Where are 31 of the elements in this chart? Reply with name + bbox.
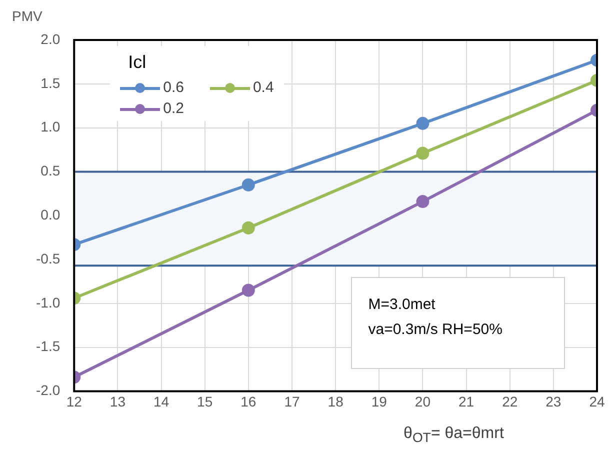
x-tick-label: 24 — [589, 393, 605, 410]
legend-label: 0.2 — [163, 100, 184, 117]
legend-label: 0.4 — [252, 79, 274, 96]
text-box: M=3.0met va=0.3m/s RH=50% — [351, 277, 566, 370]
y-tick-label: -1.0 — [36, 294, 60, 310]
y-tick-label: 0.0 — [40, 206, 60, 222]
x-tick-label: 22 — [502, 393, 518, 410]
x-tick-label: 15 — [197, 393, 213, 410]
x-tick-label: 18 — [328, 393, 344, 410]
x-tick-label: 14 — [153, 393, 170, 410]
x-tick-label: 23 — [546, 393, 562, 410]
x-axis-title: θ$_{OT}$= θa=θmrt — [404, 425, 504, 446]
x-tick-label: 13 — [110, 393, 126, 410]
x-tick-label: 20 — [414, 393, 431, 410]
x-tick-label: 16 — [240, 393, 256, 410]
annotation: M=3.0met — [368, 295, 436, 316]
y-tick-label: 1.5 — [40, 74, 60, 91]
y-tick-label: 2.0 — [40, 30, 60, 47]
y-tick-label: -2.0 — [36, 382, 60, 398]
y-tick-label: -1.5 — [36, 338, 60, 354]
legend-title: Icl — [128, 52, 148, 73]
x-tick-label: 12 — [66, 393, 82, 410]
y-tick-label: 1.0 — [40, 118, 60, 135]
annotation: va=0.3m/s RH=50% — [368, 320, 504, 340]
y-tick-label: 0.5 — [40, 162, 60, 179]
x-tick-label: 19 — [371, 393, 388, 410]
y-tick-label: -0.5 — [36, 250, 60, 266]
x-tick-label: 17 — [284, 393, 300, 410]
y-axis-title: PMV — [12, 8, 42, 24]
x-tick-label: 21 — [458, 393, 474, 410]
legend-label: 0.6 — [163, 79, 184, 96]
